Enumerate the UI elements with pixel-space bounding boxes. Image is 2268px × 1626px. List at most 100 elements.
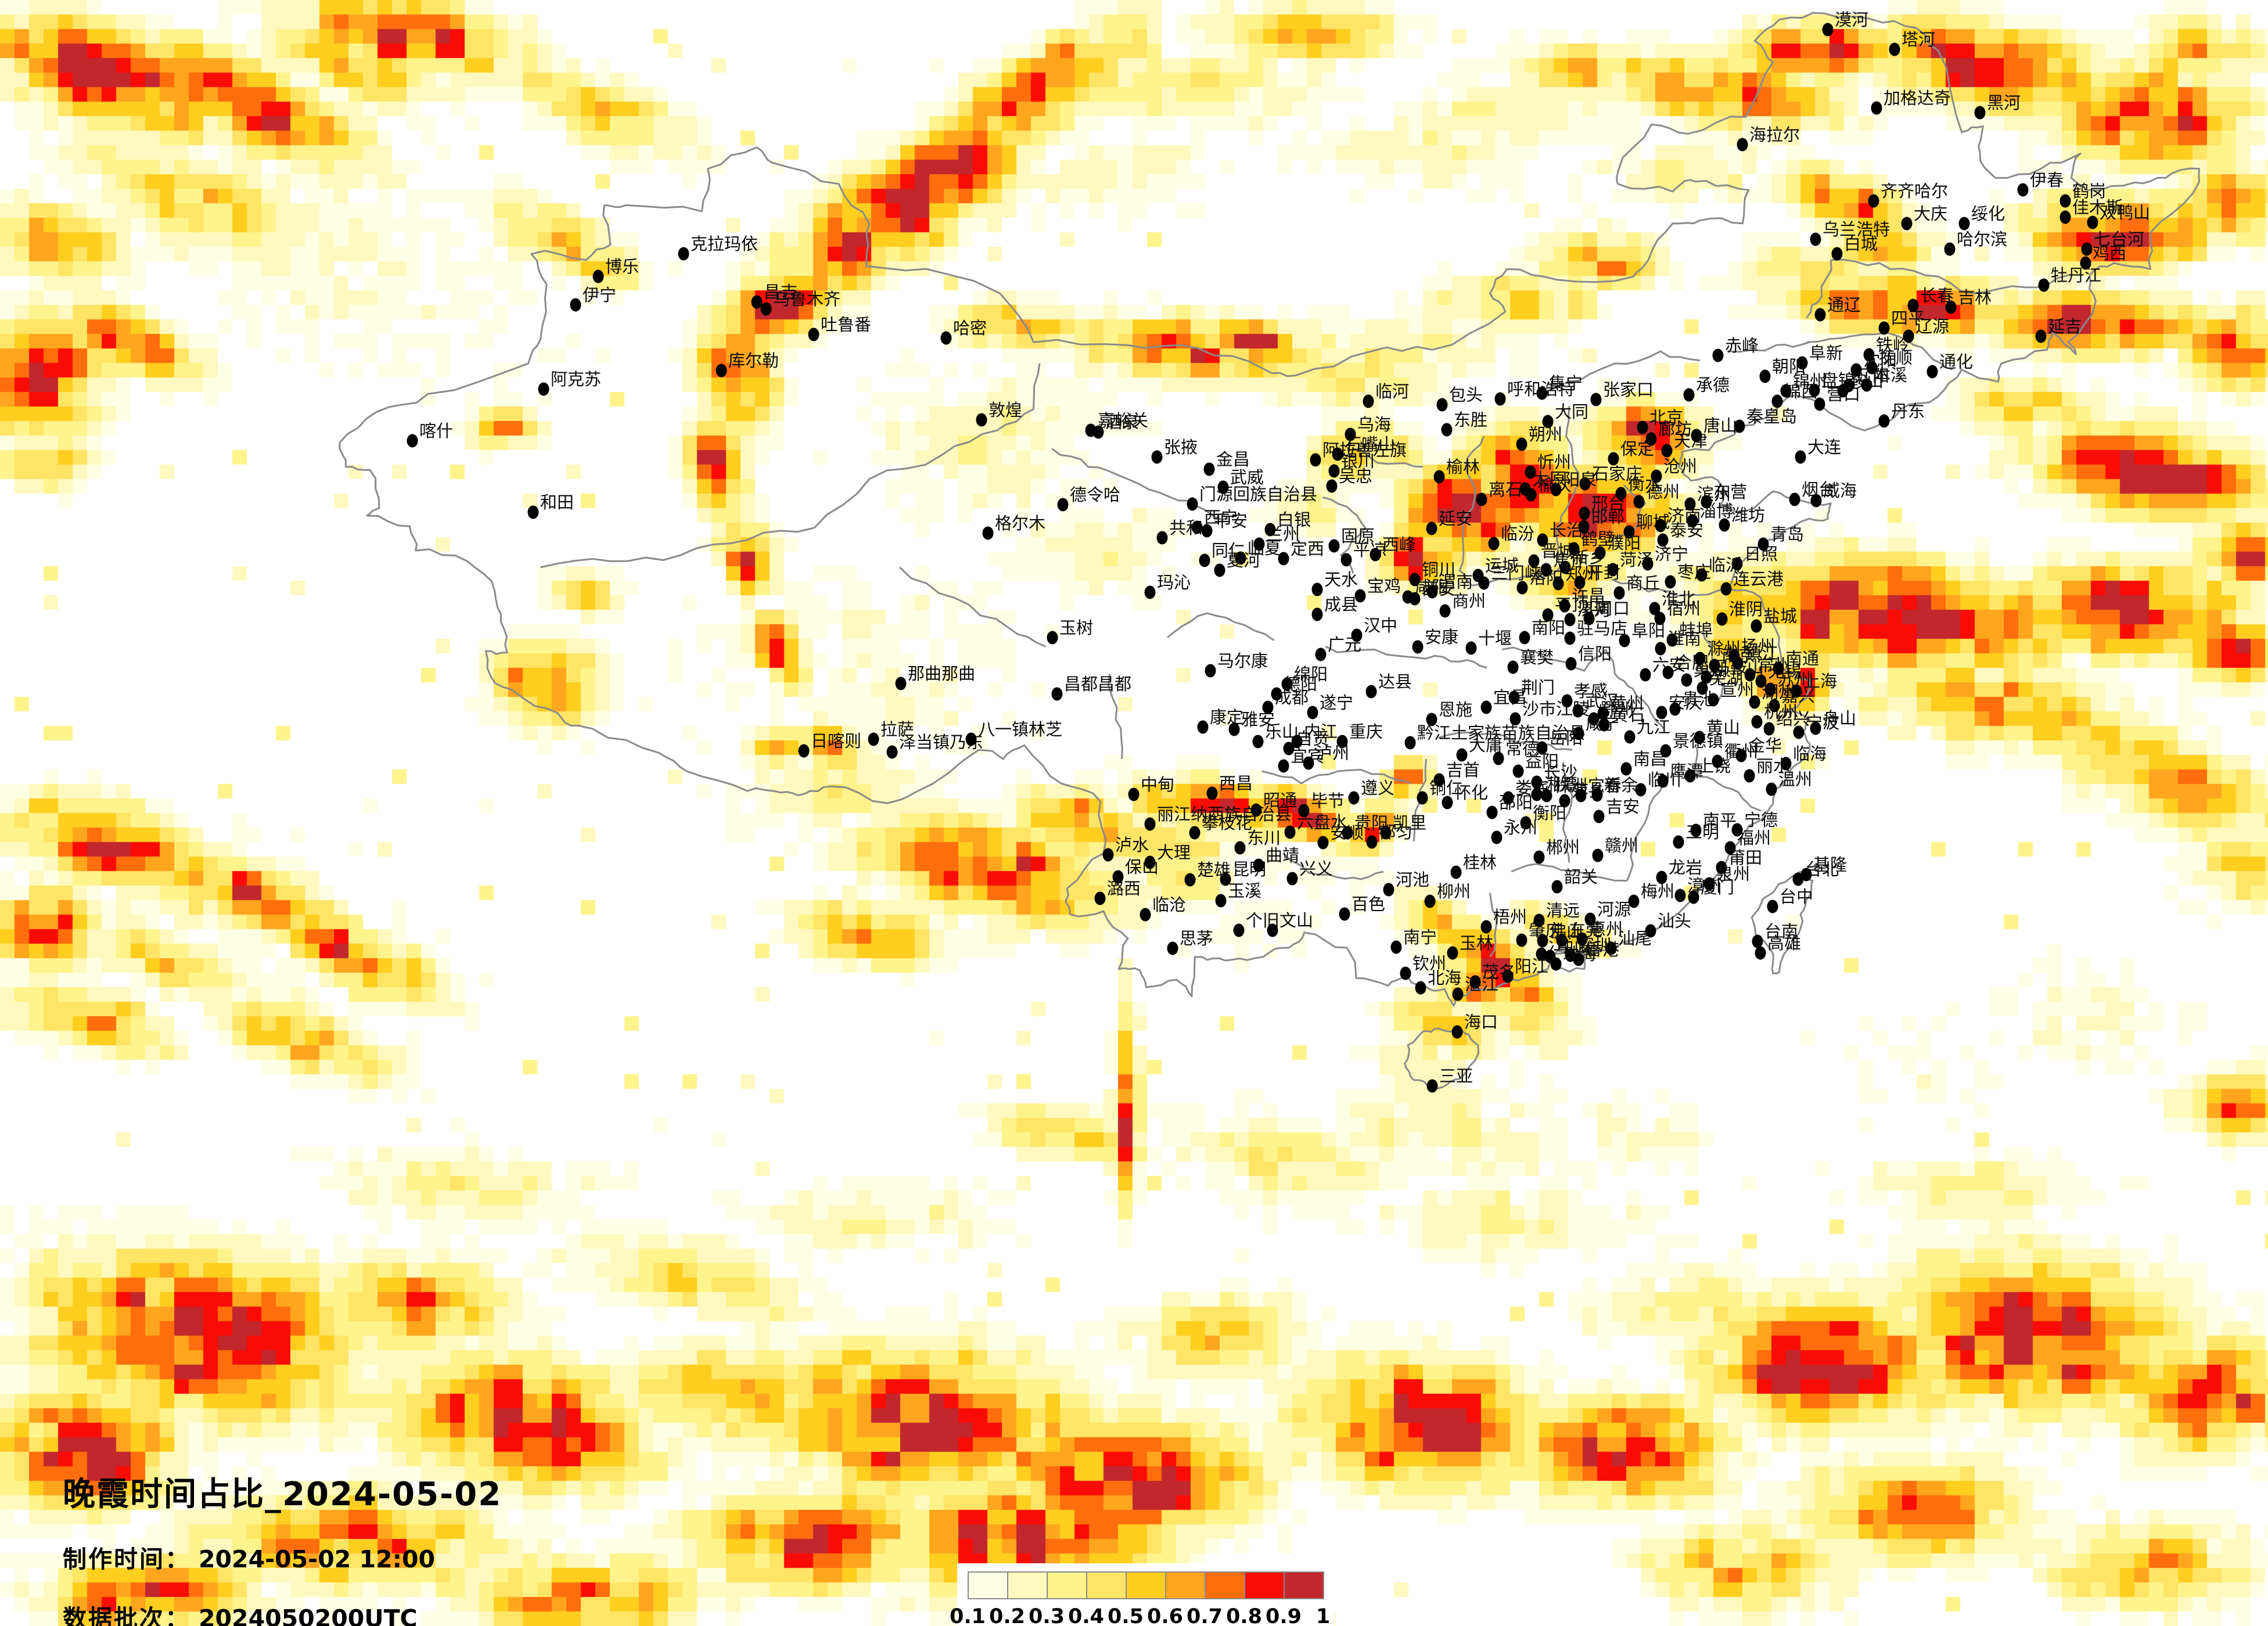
title-block: 晚霞时间占比_2024-05-02 制作时间： 2024-05-02 12:00 … [63, 1468, 502, 1626]
city-marker [1795, 450, 1806, 464]
legend-swatch [1206, 1573, 1245, 1598]
city-label: 漠河 [1835, 10, 1869, 30]
city-marker [1619, 634, 1630, 647]
city-marker [1502, 969, 1514, 983]
city-label: 临沂 [1709, 555, 1743, 575]
legend-swatch [1127, 1573, 1166, 1598]
city-marker [1409, 573, 1421, 587]
city-marker [1889, 42, 1900, 56]
city-marker [1267, 923, 1278, 937]
city-label: 铜川 [1422, 560, 1456, 580]
city-marker [1144, 585, 1156, 599]
city-marker [1519, 631, 1530, 645]
city-label: 信阳 [1578, 644, 1612, 664]
city-label: 济宁 [1655, 544, 1689, 564]
city-marker [1903, 329, 1914, 343]
province-border [1282, 852, 1384, 880]
city-label: 南通 [1785, 649, 1820, 668]
city-label: 黄州 [1610, 693, 1644, 713]
legend-swatch [1048, 1573, 1087, 1598]
city-label: 西宁 [1204, 508, 1238, 527]
city-marker [1540, 563, 1552, 577]
city-label: 高雄 [1767, 933, 1802, 953]
city-label: 吉安 [1606, 797, 1640, 816]
city-marker [1597, 706, 1609, 720]
city-marker [1214, 563, 1225, 577]
city-marker [1645, 432, 1657, 446]
city-label: 敦煌 [989, 400, 1023, 420]
city-label: 湛江 [1465, 974, 1499, 994]
city-label: 攀枝花 [1202, 813, 1253, 833]
city-marker [1426, 1079, 1438, 1093]
province-border [1605, 649, 1665, 729]
city-marker [1533, 913, 1545, 927]
city-label: 温州 [1778, 769, 1813, 789]
city-marker [1767, 900, 1778, 913]
city-label: 焦作 [1553, 550, 1587, 570]
city-marker [1525, 465, 1536, 479]
city-label: 周口 [1596, 599, 1630, 618]
city-label: 中山 [1557, 937, 1591, 956]
province-border [1325, 645, 1487, 669]
city-marker [1655, 519, 1666, 533]
city-label: 芜湖 [1709, 668, 1744, 688]
city-marker [1156, 531, 1168, 545]
city-label: 桂林 [1463, 852, 1497, 872]
city-marker [760, 302, 772, 316]
city-marker [1366, 835, 1378, 849]
city-marker [1651, 469, 1662, 483]
city-label: 衡阳 [1533, 803, 1567, 823]
city-marker [1674, 888, 1686, 902]
city-label: 通化 [1939, 352, 1974, 372]
city-marker [1328, 464, 1340, 478]
city-label: 基隆 [1813, 855, 1848, 875]
city-marker [538, 382, 549, 396]
city-label: 辽源 [1915, 316, 1950, 336]
city-label: 遵义 [1361, 778, 1395, 798]
city-label: 铁岭 [1876, 335, 1910, 355]
city-label: 兴义 [1299, 859, 1334, 879]
city-label: 菏泽 [1620, 550, 1654, 570]
city-marker [1542, 415, 1554, 429]
city-label: 日照 [1744, 544, 1778, 564]
city-marker [1286, 872, 1298, 886]
city-marker [1645, 924, 1656, 938]
city-marker [1573, 726, 1584, 740]
city-marker [1187, 497, 1198, 511]
city-label: 黔江土家族苗族自治县 [1417, 723, 1586, 743]
city-label: 吐鲁番 [821, 315, 872, 334]
city-label: 辽阳 [1856, 366, 1890, 386]
city-label: 乌海 [1357, 415, 1392, 434]
city-label: 齐齐哈尔 [1881, 181, 1949, 201]
city-label: 鹤壁 [1581, 529, 1615, 549]
city-marker [940, 331, 952, 345]
city-marker [1780, 384, 1792, 398]
city-marker [1424, 894, 1436, 908]
city-label: 运城 [1485, 556, 1519, 575]
city-marker [1656, 706, 1667, 720]
city-marker [1752, 934, 1763, 948]
city-marker [1568, 542, 1580, 556]
city-label: 许昌 [1572, 586, 1606, 606]
city-label: 湖州 [1762, 682, 1796, 702]
city-marker [1283, 742, 1295, 756]
city-label: 共和 [1169, 518, 1203, 538]
city-marker [1144, 855, 1156, 869]
city-marker [1716, 612, 1728, 626]
city-marker [2035, 329, 2047, 343]
city-label: 文山 [1279, 911, 1314, 930]
city-label: 武威 [1230, 467, 1264, 487]
city-label: 临川 [1648, 770, 1682, 790]
city-marker [1690, 823, 1702, 837]
city-label: 阿克苏 [551, 369, 602, 389]
city-marker [1716, 861, 1727, 875]
city-marker [1594, 546, 1606, 560]
city-marker [1332, 447, 1343, 461]
city-marker [1253, 858, 1264, 872]
city-label: 双鸭山 [2100, 203, 2151, 222]
city-label: 大同 [1555, 402, 1589, 422]
city-marker [1744, 668, 1756, 682]
city-marker [1531, 787, 1543, 801]
city-label: 库尔勒 [728, 351, 779, 370]
city-marker [1191, 520, 1203, 534]
